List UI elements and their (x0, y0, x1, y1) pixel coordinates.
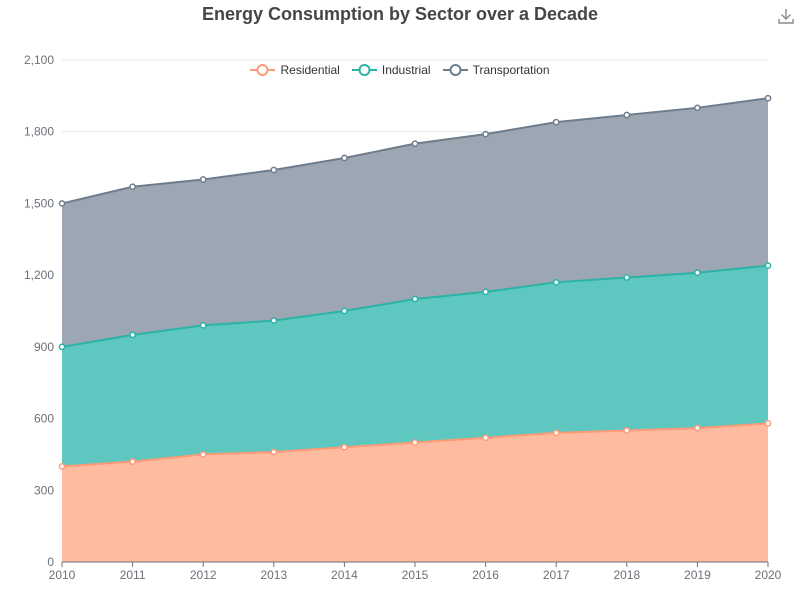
area-industrial (62, 265, 768, 467)
y-tick-label: 900 (34, 340, 54, 354)
data-point-transportation[interactable] (694, 104, 701, 112)
x-tick-label: 2014 (331, 568, 358, 582)
data-point-industrial[interactable] (764, 262, 772, 269)
x-tick-label: 2015 (402, 568, 429, 582)
chart-title: Energy Consumption by Sector over a Deca… (201, 4, 599, 24)
y-tick-label: 0 (47, 555, 54, 569)
legend-marker-icon (351, 64, 377, 76)
data-point-residential[interactable] (58, 463, 66, 470)
legend-item-residential[interactable]: Residential (250, 61, 340, 79)
data-point-residential[interactable] (694, 424, 701, 432)
data-point-residential[interactable] (199, 451, 207, 458)
data-point-industrial[interactable] (129, 331, 136, 339)
data-point-transportation[interactable] (482, 130, 489, 138)
y-tick-label: 1,800 (24, 125, 54, 139)
legend-label: Industrial (381, 63, 431, 77)
data-point-transportation[interactable] (764, 94, 772, 102)
download-icon (778, 9, 794, 24)
data-point-industrial[interactable] (482, 288, 489, 296)
data-point-industrial[interactable] (199, 321, 207, 329)
data-point-residential[interactable] (764, 420, 772, 427)
data-point-transportation[interactable] (58, 200, 66, 207)
x-tick-label: 2020 (755, 568, 782, 582)
x-tick-label: 2011 (120, 568, 146, 582)
data-point-transportation[interactable] (199, 176, 207, 183)
data-point-transportation[interactable] (341, 154, 348, 162)
data-point-transportation[interactable] (270, 166, 278, 174)
x-tick-label: 2019 (684, 568, 711, 582)
data-point-industrial[interactable] (694, 269, 701, 277)
data-point-industrial[interactable] (58, 343, 66, 351)
data-point-industrial[interactable] (623, 274, 631, 281)
x-tick-label: 2017 (543, 568, 570, 582)
data-point-residential[interactable] (411, 439, 419, 446)
data-point-residential[interactable] (270, 448, 278, 456)
x-tick-label: 2013 (260, 568, 287, 582)
data-point-industrial[interactable] (411, 295, 419, 303)
y-tick-label: 600 (34, 412, 54, 426)
x-tick-label: 2016 (472, 568, 499, 582)
y-tick-label: 1,500 (24, 196, 54, 210)
legend-marker-icon (250, 64, 276, 76)
x-tick-label: 2012 (190, 568, 217, 582)
data-point-residential[interactable] (129, 458, 136, 465)
legend: Residential Industrial Transportation (0, 61, 800, 79)
area-transportation (62, 98, 768, 347)
y-tick-label: 2,100 (24, 53, 54, 67)
download-button[interactable] (776, 6, 796, 26)
x-tick-label: 2018 (613, 568, 640, 582)
legend-marker-icon (442, 64, 468, 76)
legend-item-industrial[interactable]: Industrial (351, 61, 431, 79)
legend-item-transportation[interactable]: Transportation (442, 61, 550, 79)
data-point-industrial[interactable] (552, 278, 560, 286)
data-point-residential[interactable] (552, 429, 560, 437)
data-point-residential[interactable] (623, 427, 631, 434)
area-residential (62, 423, 768, 562)
data-point-transportation[interactable] (129, 183, 136, 191)
data-point-industrial[interactable] (270, 317, 278, 324)
legend-label: Transportation (472, 63, 550, 77)
data-point-residential[interactable] (341, 443, 348, 451)
legend-label: Residential (280, 63, 340, 77)
data-point-transportation[interactable] (552, 118, 560, 126)
data-point-industrial[interactable] (341, 307, 348, 315)
data-point-transportation[interactable] (411, 140, 419, 148)
y-tick-label: 300 (34, 483, 54, 497)
y-tick-label: 1,200 (24, 268, 54, 282)
data-point-transportation[interactable] (623, 111, 631, 119)
data-point-residential[interactable] (482, 434, 489, 442)
x-tick-label: 2010 (49, 568, 76, 582)
